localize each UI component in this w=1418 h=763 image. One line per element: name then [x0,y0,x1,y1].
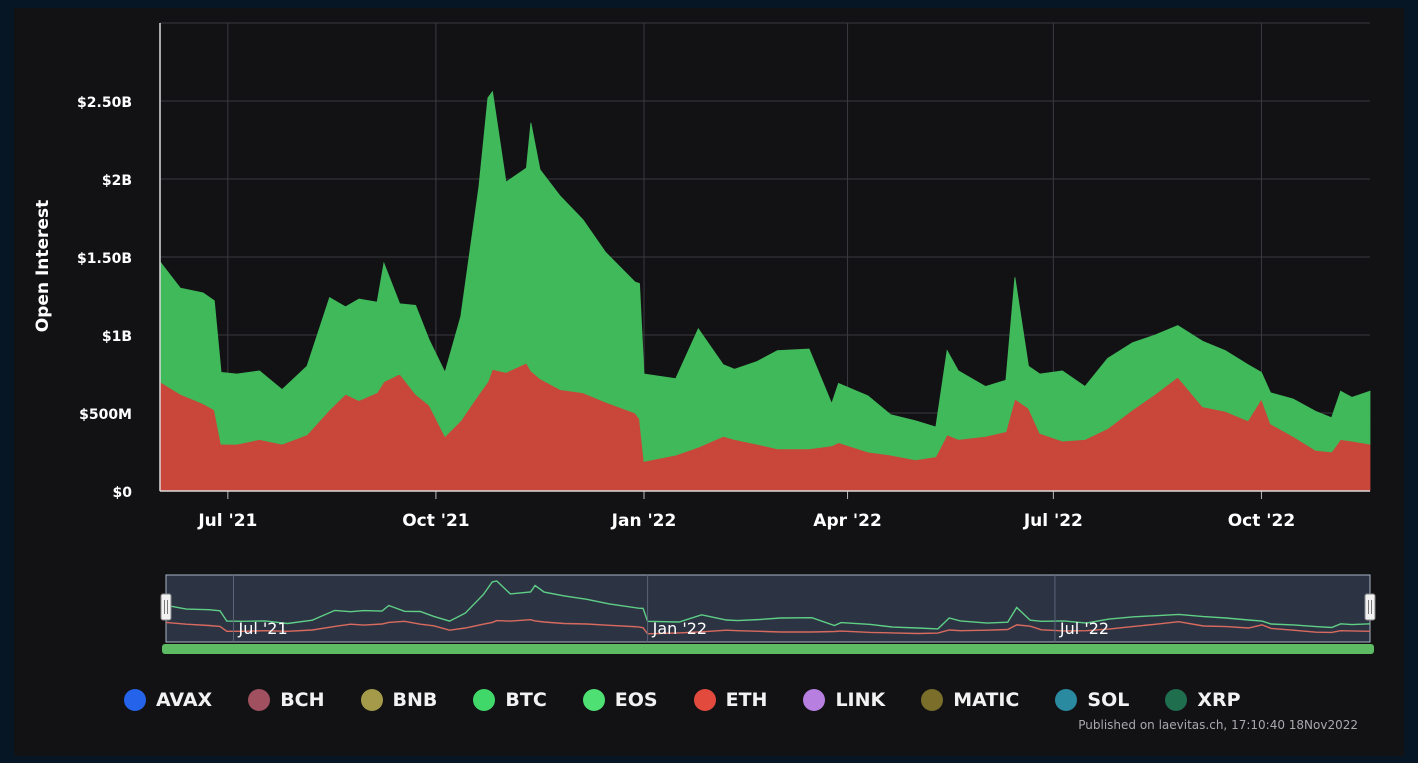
legend-marker-icon [1055,689,1078,711]
x-tick-label: Jul '22 [1023,511,1083,531]
legend-marker-icon [582,689,605,711]
y-tick-label: $2B [102,173,132,189]
legend-label: AVAX [156,689,213,711]
legend-marker-icon [248,689,271,711]
y-tick-label: $1.50B [77,251,132,267]
series-area-btc [159,90,1371,462]
legend: AVAX BCH BNB BTC EOS ETH LINK MATIC SOL XRP [124,680,1277,720]
legend-marker-icon [473,689,496,711]
y-axis-title: Open Interest [33,200,53,332]
legend-label: BCH [280,689,325,711]
credits: Published on laevitas.ch, 17:10:40 18Nov… [1078,718,1358,732]
legend-item-avax[interactable]: AVAX [124,689,212,711]
legend-label: EOS [614,689,658,711]
legend-label: BNB [392,689,438,711]
x-tick-label: Apr '22 [813,511,882,531]
legend-item-link[interactable]: LINK [803,689,885,711]
legend-item-xrp[interactable]: XRP [1165,689,1241,711]
axes: $0 $500M $1B $1.50B $2B $2.50B Jul '21 Oct '21 J… [77,23,1370,531]
legend-item-eos[interactable]: EOS [582,689,658,711]
x-tick-label: Oct '21 [402,511,469,531]
legend-item-bnb[interactable]: BNB [360,689,438,711]
navigator-series-btc [165,580,1371,630]
legend-label: BTC [505,689,547,711]
x-tick-label: Jul '21 [197,511,257,531]
legend-marker-icon [360,689,383,711]
y-tick-label: $500M [79,407,132,423]
legend-item-bch[interactable]: BCH [248,689,325,711]
navigator-window[interactable] [165,574,1371,643]
y-tick-label: $2.50B [77,95,132,111]
legend-marker-icon [693,689,716,711]
legend-label: ETH [725,689,768,711]
y-tick-label: $1B [102,329,132,345]
legend-item-matic[interactable]: MATIC [921,689,1019,711]
y-tick-label: $0 [113,485,133,501]
legend-label: LINK [835,689,886,711]
navigator-label: Jul '21 [238,619,288,638]
legend-marker-icon [803,689,826,711]
legend-marker-icon [124,689,146,711]
navigator-label: Jul '22 [1059,619,1109,638]
x-tick-label: Jan '22 [611,511,677,531]
legend-label: SOL [1087,689,1130,711]
chart-area: $0 $500M $1B $1.50B $2B $2.50B Jul '21 Oct '21 J… [33,22,1376,654]
plot-area [159,90,1371,492]
navigator-series-eth [165,618,1371,635]
legend-marker-icon [921,689,944,711]
navigator-handle-right[interactable] [1364,593,1376,621]
legend-label: XRP [1197,689,1241,711]
legend-marker-icon [1165,689,1188,711]
legend-label: MATIC [953,689,1020,711]
legend-item-eth[interactable]: ETH [693,689,768,711]
legend-item-sol[interactable]: SOL [1055,689,1129,711]
navigator[interactable]: Jul '21 Jan '22 Jul '22 [160,574,1376,654]
legend-item-btc[interactable]: BTC [473,689,547,711]
navigator-label: Jan '22 [652,619,708,638]
chart-frame: $0 $500M $1B $1.50B $2B $2.50B Jul '21 Oct '21 J… [14,8,1404,756]
navigator-handle-left[interactable] [160,593,172,621]
x-tick-label: Oct '22 [1228,511,1295,531]
navigator-scrollbar[interactable] [162,644,1374,654]
